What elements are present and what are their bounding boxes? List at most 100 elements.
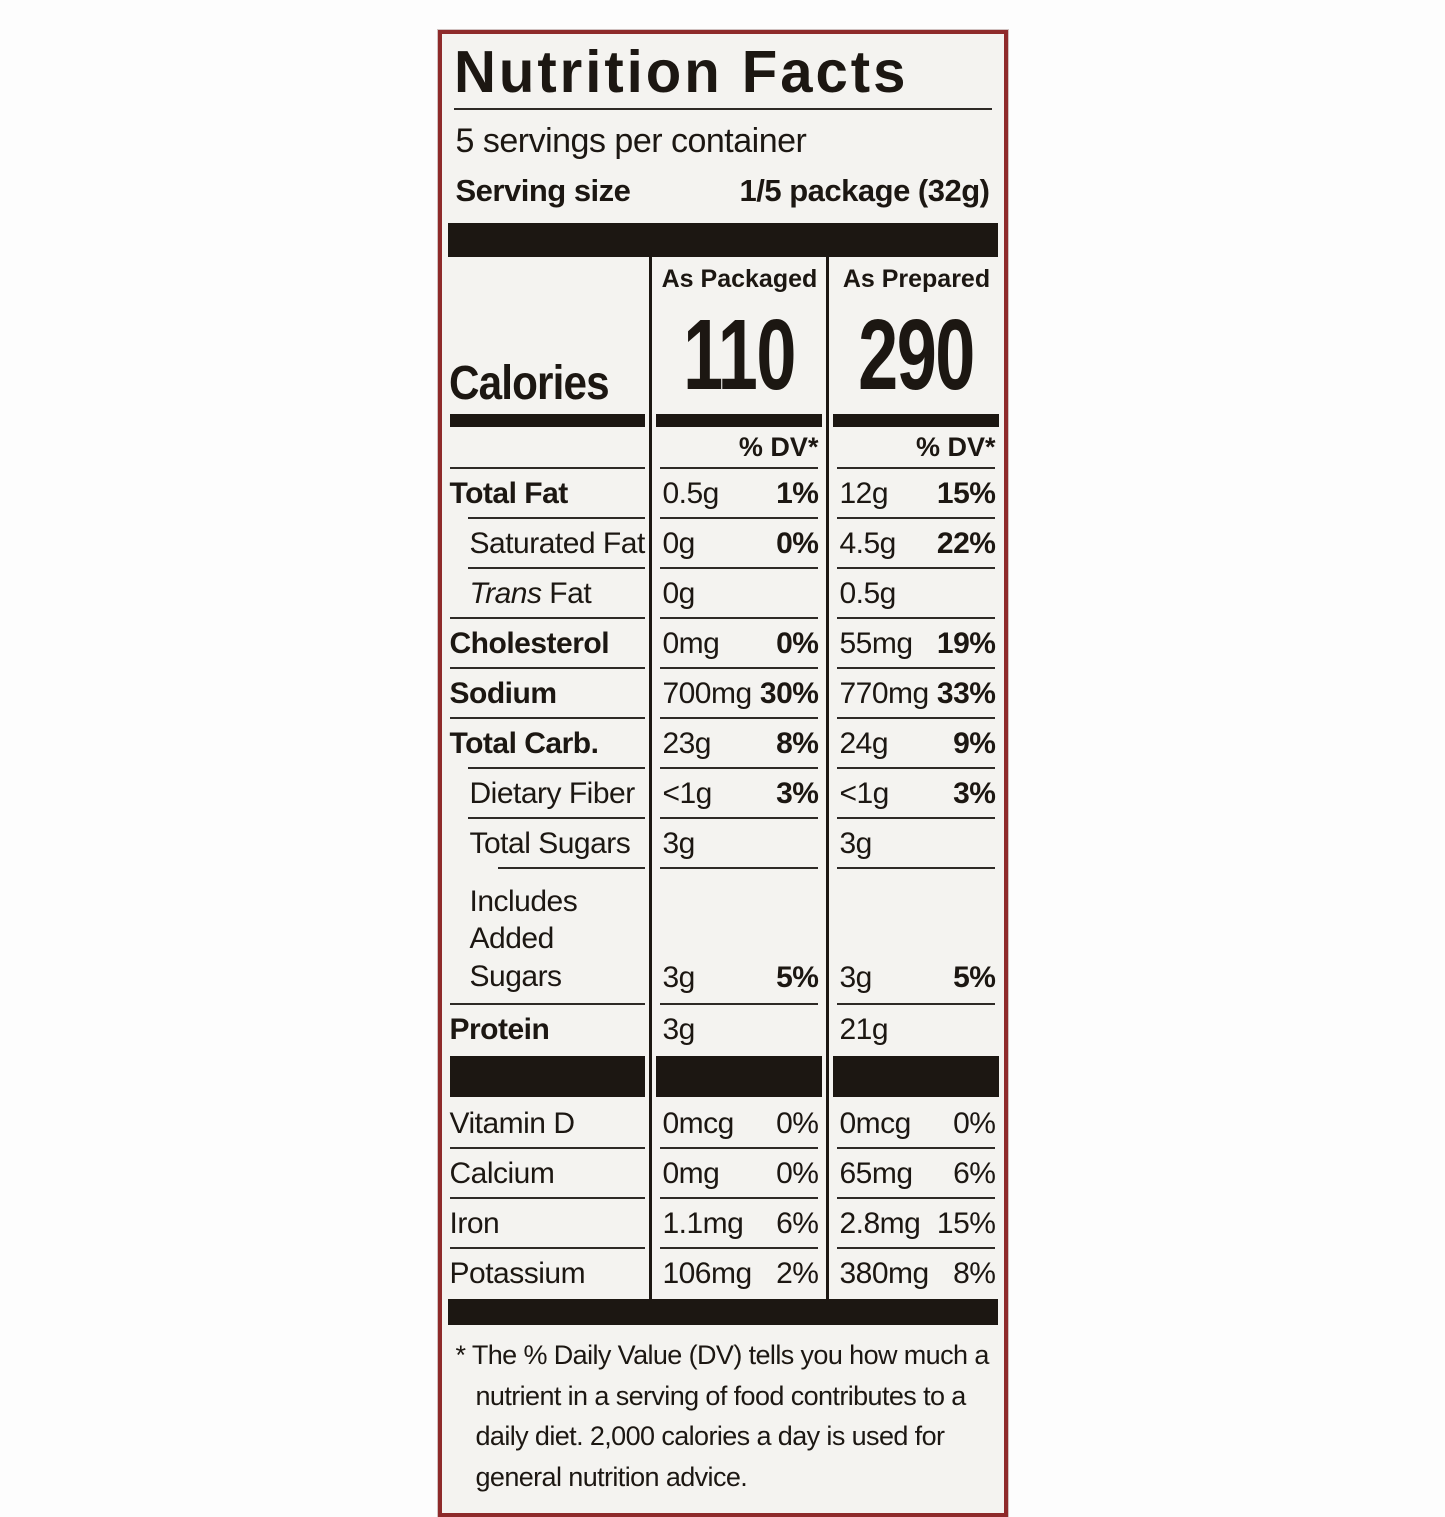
amount-packaged: 0mcg: [662, 1107, 734, 1141]
vitamin-row-iron: Iron 1.1mg 6% 2.8mg 15%: [442, 1199, 1004, 1250]
medium-bar: [833, 413, 1000, 427]
nutrient-name: Saturated Fat: [469, 526, 646, 560]
nutrient-name: Total Carb.: [449, 726, 599, 760]
label-header: Nutrition Facts 5 servings per container…: [442, 34, 1004, 223]
hairline: [660, 866, 819, 869]
dv-packaged: 1%: [776, 476, 819, 510]
amount-packaged: 0g: [662, 576, 695, 610]
hairline: [449, 716, 646, 719]
amount-prepared: 4.5g: [839, 526, 896, 560]
amount-packaged: 0.5g: [662, 476, 719, 510]
amount-prepared: 0.5g: [839, 576, 896, 610]
amount-packaged: 0g: [662, 526, 695, 560]
amount-prepared: 12g: [839, 476, 889, 510]
dv-prepared: 33%: [936, 676, 996, 710]
dv-prepared: 8%: [953, 1257, 996, 1291]
hairline: [660, 1147, 819, 1150]
page-background: Nutrition Facts 5 servings per container…: [437, 30, 1008, 1517]
dv-packaged: 0%: [776, 626, 819, 660]
hairline: [449, 1197, 646, 1200]
calories-word: Calories: [448, 356, 610, 410]
calories-prepared-value: 290: [858, 299, 976, 412]
hairline: [837, 716, 996, 719]
amount-packaged: 0mg: [662, 626, 720, 660]
amount-prepared: 380mg: [839, 1257, 929, 1291]
dv-packaged: 0%: [776, 526, 819, 560]
hairline: [660, 666, 819, 669]
dv-prepared: 22%: [936, 526, 996, 560]
hairline: [837, 466, 996, 469]
amount-packaged: 106mg: [662, 1257, 752, 1291]
as-prepared-header: As Prepared: [842, 264, 991, 293]
vitamin-row-potassium: Potassium 106mg 2% 380mg 8%: [442, 1249, 1004, 1300]
serving-size-value: 1/5 package (32g): [739, 172, 990, 208]
hairline: [467, 766, 646, 769]
medium-bar: [449, 413, 646, 427]
hairline: [660, 1197, 819, 1200]
amount-packaged: 3g: [662, 1013, 695, 1047]
amount-prepared: 3g: [839, 826, 872, 860]
amount-packaged: 23g: [662, 726, 711, 760]
hairline: [660, 616, 819, 619]
amount-packaged: 0mg: [662, 1157, 720, 1191]
nutrient-name: Fat: [541, 576, 592, 610]
hairline: [449, 1247, 646, 1250]
nutrient-name: Dietary Fiber: [469, 776, 636, 810]
amount-prepared: 24g: [839, 726, 889, 760]
hairline: [837, 866, 996, 869]
thick-divider-columns: [442, 1055, 1004, 1100]
percent-dv-header: % DV*: [738, 432, 819, 463]
hairline: [467, 566, 646, 569]
hairline: [837, 1147, 996, 1150]
dv-prepared: 9%: [953, 726, 996, 760]
nutrient-name-line2: Added Sugars: [469, 922, 563, 993]
nutrient-name-italic: Trans: [469, 576, 542, 610]
amount-prepared: 2.8mg: [839, 1207, 921, 1241]
hairline: [449, 616, 646, 619]
hairline: [449, 1003, 646, 1006]
dv-packaged: 30%: [759, 676, 819, 710]
as-packaged-header: As Packaged: [661, 264, 818, 293]
hairline: [660, 516, 819, 519]
servings-per-container: 5 servings per container: [455, 121, 807, 160]
hairline: [497, 866, 646, 869]
nutrient-row-cholesterol: Cholesterol 0mg 0% 55mg 19%: [442, 618, 1004, 669]
calories-packaged-cell: As Packaged 110 % DV*: [649, 256, 826, 469]
hairline: [449, 466, 646, 469]
daily-value-footnote: * The % Daily Value (DV) tells you how m…: [455, 1340, 990, 1492]
thick-bar: [833, 1056, 1000, 1098]
hairline: [837, 516, 996, 519]
nutrient-row-sodium: Sodium 700mg 30% 770mg 33%: [442, 668, 1004, 719]
hairline: [837, 1197, 996, 1200]
amount-packaged: 3g: [662, 826, 695, 860]
vitamin-row-calcium: Calcium 0mg 0% 65mg 6%: [442, 1149, 1004, 1200]
nutrient-name: Total Fat: [449, 476, 569, 510]
hairline: [467, 816, 646, 819]
hairline: [660, 766, 819, 769]
nutrient-name: Sodium: [449, 676, 558, 710]
dv-packaged: 0%: [776, 1157, 819, 1191]
dv-packaged: 3%: [776, 776, 819, 810]
nutrient-name: Total Sugars: [469, 826, 631, 860]
dv-prepared: 3%: [953, 776, 996, 810]
amount-packaged: 700mg: [662, 676, 752, 710]
thick-divider-bottom: [447, 1299, 998, 1326]
hairline: [660, 716, 819, 719]
thick-divider-top: [447, 222, 998, 257]
nutrient-name: Vitamin D: [449, 1107, 576, 1141]
serving-size-row: Serving size 1/5 package (32g): [454, 171, 992, 223]
amount-prepared: 55mg: [839, 626, 913, 660]
nutrient-name: Cholesterol: [449, 626, 610, 660]
calories-label-cell: Calories: [442, 257, 650, 469]
nutrient-name: Potassium: [449, 1257, 586, 1291]
dv-packaged: 6%: [776, 1207, 819, 1241]
hairline: [449, 666, 646, 669]
nutrient-row-trans-fat: Trans Fat 0g 0.5g: [442, 568, 1004, 619]
hairline: [467, 516, 646, 519]
hairline: [837, 1247, 996, 1250]
hairline: [837, 666, 996, 669]
amount-prepared: 0mcg: [839, 1107, 911, 1141]
nutrition-facts-label: Nutrition Facts 5 servings per container…: [437, 30, 1008, 1517]
dv-packaged: 8%: [776, 726, 819, 760]
amount-packaged: <1g: [662, 776, 712, 810]
